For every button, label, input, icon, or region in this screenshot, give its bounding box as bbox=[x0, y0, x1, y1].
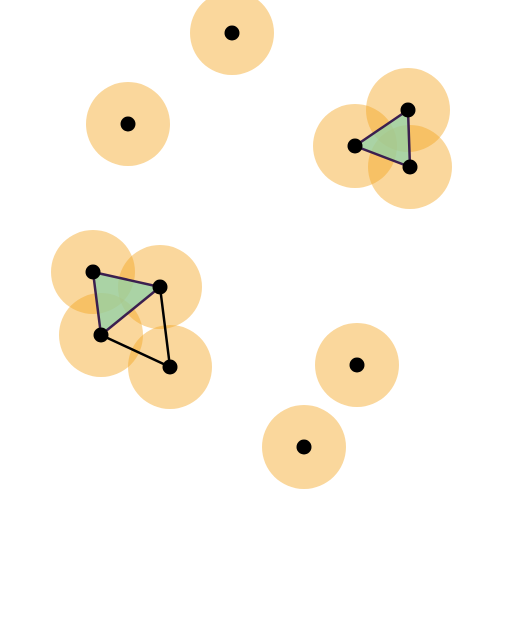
vertex-p5 bbox=[86, 265, 101, 280]
vertex-p9 bbox=[350, 358, 365, 373]
balls-layer bbox=[51, 0, 452, 489]
vertex-p8 bbox=[163, 360, 178, 375]
vertex-p0 bbox=[225, 26, 240, 41]
vertex-p4 bbox=[403, 160, 418, 175]
vertex-p3 bbox=[348, 139, 363, 154]
vertex-p1 bbox=[121, 117, 136, 132]
vertex-p6 bbox=[153, 280, 168, 295]
vertex-p2 bbox=[401, 103, 416, 118]
vertex-p7 bbox=[94, 328, 109, 343]
vertex-p10 bbox=[297, 440, 312, 455]
